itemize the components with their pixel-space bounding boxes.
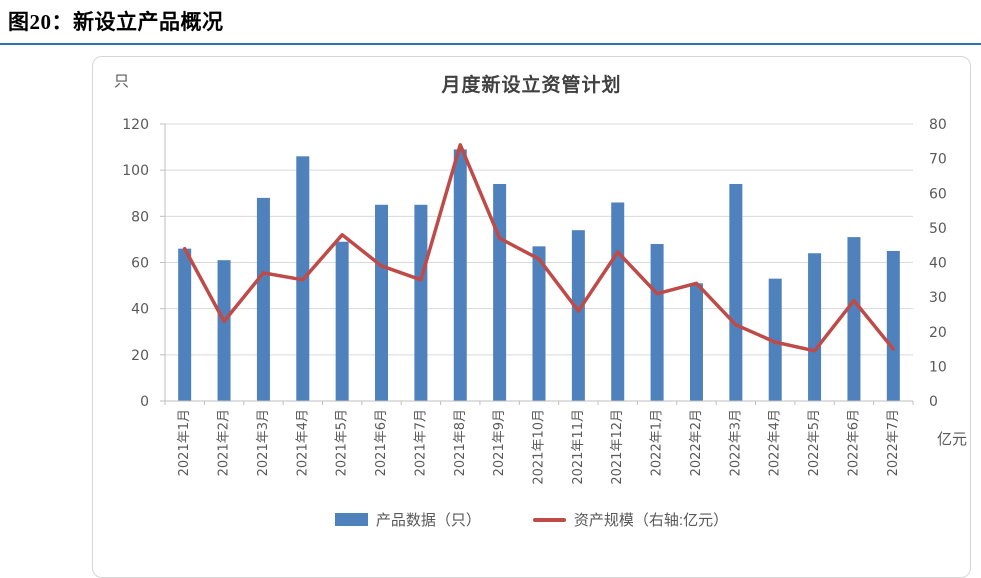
bar-2021年6月 bbox=[375, 204, 389, 401]
legend-bar-label: 产品数据（只） bbox=[375, 512, 481, 529]
bar-2022年5月 bbox=[808, 253, 822, 401]
bar-2021年1月 bbox=[178, 248, 192, 401]
legend-line-swatch-icon bbox=[532, 517, 566, 522]
bar-2022年2月 bbox=[689, 283, 703, 401]
left-axis-tick-label: 120 bbox=[122, 117, 149, 133]
right-axis-unit-label: 亿元 bbox=[937, 431, 968, 448]
category-label: 2022年6月 bbox=[846, 409, 861, 476]
right-axis-tick-label: 30 bbox=[929, 290, 947, 306]
chart-legend: 产品数据（只） 资产规模（右轴:亿元） bbox=[93, 509, 970, 530]
bar-2021年7月 bbox=[414, 204, 428, 401]
page: { "page": { "title": "图20：新设立产品概况" }, "c… bbox=[0, 10, 981, 578]
category-label: 2022年1月 bbox=[650, 409, 665, 476]
bar-2021年11月 bbox=[571, 230, 585, 401]
right-axis-tick-label: 10 bbox=[929, 359, 947, 375]
category-label: 2021年5月 bbox=[335, 409, 350, 476]
category-label: 2022年3月 bbox=[728, 409, 743, 476]
left-axis-tick-label: 100 bbox=[122, 163, 149, 179]
bar-2021年12月 bbox=[611, 202, 625, 401]
category-label: 2021年8月 bbox=[453, 409, 468, 476]
bar-2021年2月 bbox=[217, 260, 231, 401]
bar-2022年3月 bbox=[729, 184, 743, 401]
left-axis-tick-label: 60 bbox=[131, 256, 149, 272]
bar-2021年8月 bbox=[453, 149, 467, 401]
bar-2022年4月 bbox=[768, 278, 782, 401]
category-label: 2021年7月 bbox=[413, 409, 428, 476]
right-axis-tick-label: 50 bbox=[929, 221, 947, 237]
category-label: 2021年2月 bbox=[217, 409, 232, 476]
chart-container: 只 月度新设立资管计划 0 20 40 60 80 100 120 0 10 20 30 40 50 60… bbox=[92, 56, 971, 578]
category-label: 2022年2月 bbox=[689, 409, 704, 476]
bar-2021年9月 bbox=[493, 184, 507, 401]
category-label: 2021年12月 bbox=[610, 409, 625, 485]
legend-line-label: 资产规模（右轴:亿元） bbox=[573, 512, 729, 529]
line-series bbox=[182, 143, 896, 353]
left-axis-tick-label: 40 bbox=[131, 302, 149, 318]
left-axis-unit-label: 只 bbox=[114, 73, 130, 90]
left-axis-tick-label: 20 bbox=[131, 348, 149, 364]
legend-item-line: 资产规模（右轴:亿元） bbox=[532, 509, 729, 530]
title-divider-line bbox=[0, 43, 981, 45]
chart-plot-area: 0 20 40 60 80 100 120 0 10 20 30 40 50 60 70 80 2021年1月 2… bbox=[122, 117, 947, 485]
right-axis-tick-label: 40 bbox=[929, 256, 947, 272]
category-label: 2021年10月 bbox=[532, 409, 547, 485]
category-label: 2021年3月 bbox=[256, 409, 271, 476]
bar-2022年6月 bbox=[847, 237, 861, 401]
right-axis-tick-label: 20 bbox=[929, 325, 947, 341]
chart-title: 月度新设立资管计划 bbox=[441, 75, 622, 96]
right-axis-tick-label: 80 bbox=[929, 117, 947, 133]
bar-2021年5月 bbox=[335, 241, 349, 401]
bar-2022年7月 bbox=[886, 250, 900, 401]
bar-2021年10月 bbox=[532, 246, 546, 401]
category-label: 2021年9月 bbox=[492, 409, 507, 476]
category-label: 2021年6月 bbox=[374, 409, 389, 476]
document-title: 图20：新设立产品概况 bbox=[8, 10, 224, 34]
left-axis-tick-label: 80 bbox=[131, 209, 149, 225]
legend-bar-swatch-icon bbox=[334, 513, 368, 526]
right-axis-tick-label: 60 bbox=[929, 186, 947, 202]
right-axis-tick-label: 70 bbox=[929, 152, 947, 168]
category-label: 2021年11月 bbox=[571, 409, 586, 485]
left-axis-tick-label: 0 bbox=[140, 394, 149, 410]
bar-2022年1月 bbox=[650, 244, 664, 401]
right-axis-tick-label: 0 bbox=[929, 394, 938, 410]
bar-2021年3月 bbox=[256, 197, 270, 401]
category-label: 2022年5月 bbox=[807, 409, 822, 476]
category-label: 2022年4月 bbox=[768, 409, 783, 476]
legend-item-bars: 产品数据（只） bbox=[334, 509, 481, 530]
category-label: 2022年7月 bbox=[886, 409, 901, 476]
category-label: 2021年4月 bbox=[295, 409, 310, 476]
category-label: 2021年1月 bbox=[177, 409, 192, 476]
